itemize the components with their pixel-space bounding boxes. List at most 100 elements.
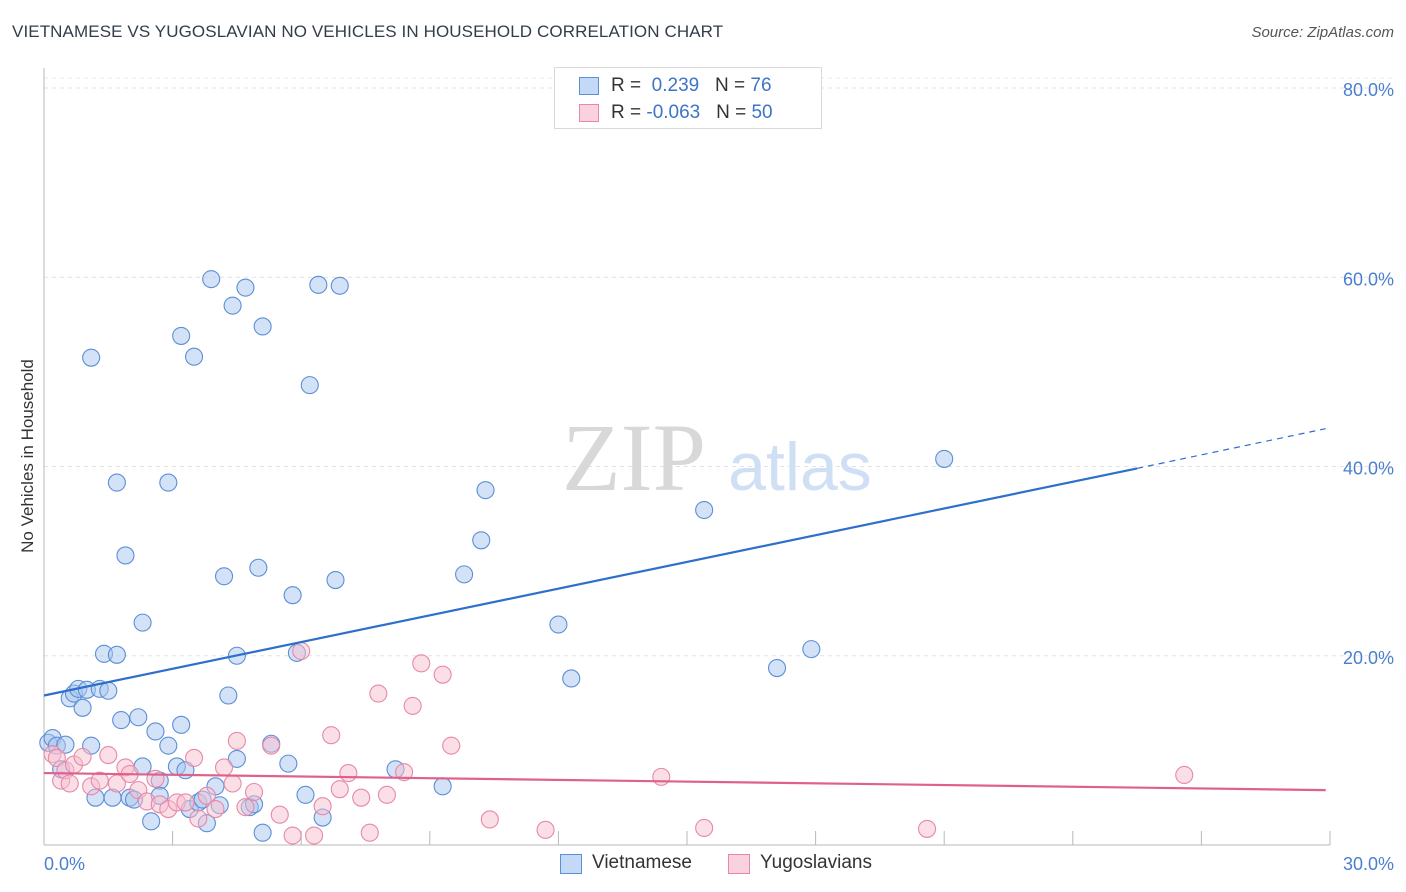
- point-vietnamese: [935, 449, 954, 468]
- chart-source: Source: ZipAtlas.com: [1251, 24, 1394, 41]
- point-yugoslavians: [227, 731, 246, 750]
- legend-n-label: N =: [716, 102, 752, 123]
- point-vietnamese: [549, 615, 568, 634]
- point-yugoslavians: [292, 641, 311, 661]
- point-vietnamese: [159, 736, 178, 755]
- point-yugoslavians: [73, 747, 92, 767]
- point-yugoslavians: [322, 726, 341, 745]
- legend-r-value-vietnamese: 0.239: [646, 75, 700, 96]
- legend-r-label: R =: [611, 75, 647, 96]
- point-vietnamese: [300, 376, 319, 395]
- point-yugoslavians: [283, 826, 302, 845]
- point-yugoslavians: [395, 763, 414, 782]
- point-yugoslavians: [206, 799, 225, 819]
- point-vietnamese: [159, 473, 178, 492]
- point-vietnamese: [695, 500, 714, 520]
- point-vietnamese: [172, 715, 191, 734]
- point-yugoslavians: [99, 746, 118, 765]
- point-vietnamese: [172, 326, 191, 345]
- x-tick-label: 30.0%: [1343, 854, 1394, 874]
- point-vietnamese: [253, 823, 272, 842]
- point-yugoslavians: [1175, 765, 1194, 785]
- legend-n-value-yugoslavians: 50: [751, 102, 773, 123]
- legend-r-value-yugoslavians: -0.063: [646, 102, 701, 123]
- point-yugoslavians: [60, 774, 79, 793]
- point-yugoslavians: [305, 826, 324, 845]
- point-vietnamese: [279, 754, 298, 773]
- point-yugoslavians: [244, 782, 264, 802]
- point-vietnamese: [283, 586, 302, 605]
- point-vietnamese: [296, 785, 315, 804]
- point-yugoslavians: [480, 810, 499, 829]
- point-vietnamese: [73, 698, 92, 717]
- legend-n-label: N =: [715, 75, 751, 96]
- point-yugoslavians: [918, 819, 937, 838]
- point-yugoslavians: [236, 798, 255, 817]
- point-vietnamese: [184, 347, 204, 366]
- point-yugoslavians: [377, 785, 396, 804]
- watermark: ZIP atlas: [562, 404, 872, 511]
- point-vietnamese: [219, 686, 238, 705]
- legend-n-value-vietnamese: 76: [750, 75, 772, 96]
- y-tick-label: 20.0%: [1343, 648, 1394, 668]
- point-vietnamese: [142, 812, 161, 831]
- point-vietnamese: [476, 481, 495, 500]
- point-vietnamese: [99, 681, 118, 700]
- point-yugoslavians: [176, 793, 195, 812]
- gridlines: [44, 77, 1394, 657]
- trend-line-yugoslavians: [43, 771, 1326, 792]
- point-yugoslavians: [184, 748, 204, 767]
- point-vietnamese: [202, 270, 221, 289]
- point-yugoslavians: [47, 748, 66, 767]
- point-vietnamese: [214, 567, 234, 586]
- point-vietnamese: [116, 546, 135, 565]
- point-yugoslavians: [536, 820, 555, 839]
- point-vietnamese: [223, 296, 242, 315]
- point-yugoslavians: [442, 736, 461, 755]
- bottom-legend-label-vietnamese: Vietnamese: [592, 852, 692, 873]
- point-vietnamese: [455, 565, 474, 584]
- point-yugoslavians: [339, 764, 358, 783]
- point-vietnamese: [112, 711, 131, 730]
- point-vietnamese: [249, 558, 268, 577]
- point-vietnamese: [227, 749, 246, 768]
- bottom-legend-swatch-vietnamese: [560, 854, 582, 874]
- trend-line-vietnamese: [43, 467, 1138, 697]
- point-yugoslavians: [695, 818, 714, 838]
- watermark-atlas: atlas: [728, 429, 872, 505]
- point-vietnamese: [236, 278, 255, 297]
- point-yugoslavians: [313, 797, 332, 816]
- legend-swatch-vietnamese: [579, 77, 599, 95]
- point-yugoslavians: [90, 771, 109, 790]
- point-vietnamese: [309, 275, 328, 294]
- bottom-legend-swatch-yugoslavians: [728, 854, 750, 874]
- point-yugoslavians: [189, 809, 208, 828]
- point-yugoslavians: [352, 788, 371, 807]
- y-tick-label: 80.0%: [1343, 80, 1394, 100]
- point-vietnamese: [802, 640, 821, 659]
- point-yugoslavians: [197, 786, 216, 805]
- trend-layer: [43, 428, 1326, 792]
- point-yugoslavians: [146, 769, 165, 788]
- trend-line-extension-vietnamese: [1136, 428, 1326, 469]
- point-vietnamese: [107, 645, 126, 664]
- point-vietnamese: [56, 735, 75, 754]
- point-yugoslavians: [433, 665, 452, 684]
- chart-title: VIETNAMESE VS YUGOSLAVIAN NO VEHICLES IN…: [12, 22, 724, 41]
- point-vietnamese: [767, 659, 787, 678]
- point-yugoslavians: [270, 805, 289, 824]
- point-yugoslavians: [214, 758, 234, 777]
- bottom-legend-label-yugoslavians: Yugoslavians: [760, 852, 872, 873]
- y-tick-label: 40.0%: [1343, 459, 1394, 479]
- stats-legend: R = 0.239 N = 76 R = -0.063 N = 50: [554, 67, 822, 129]
- point-vietnamese: [326, 570, 345, 590]
- point-vietnamese: [433, 777, 452, 796]
- point-vietnamese: [107, 473, 126, 492]
- point-yugoslavians: [360, 823, 379, 842]
- legend-swatch-yugoslavians: [579, 104, 599, 122]
- point-yugoslavians: [330, 780, 349, 799]
- point-yugoslavians: [412, 654, 431, 673]
- point-yugoslavians: [652, 767, 671, 786]
- point-yugoslavians: [223, 774, 242, 793]
